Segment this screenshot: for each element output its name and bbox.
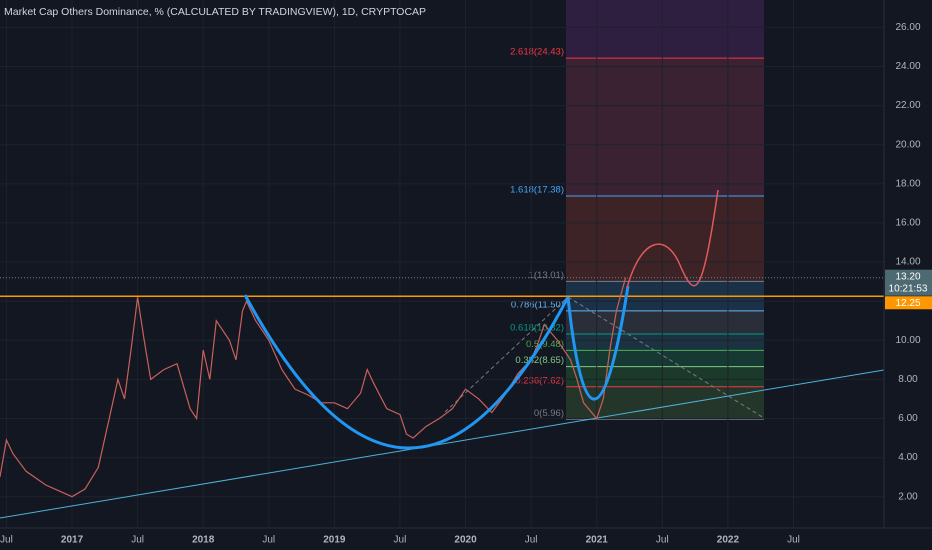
time-axis [0, 528, 932, 550]
trendline [0, 369, 885, 519]
chart-title: Market Cap Others Dominance, % (CALCULAT… [4, 6, 426, 18]
projection-curve [626, 189, 719, 289]
fib-zone [566, 310, 764, 335]
axes: 2.004.006.008.0010.0012.0014.0016.0018.0… [0, 22, 932, 546]
fib-label: 1.618(17.38) [510, 184, 564, 195]
x-tick-label: Jul [787, 535, 800, 546]
last-price-tag [885, 269, 932, 296]
fib-zone [566, 334, 764, 351]
last-price-label: 13.20 [895, 271, 920, 282]
y-tick-label: 14.00 [895, 257, 920, 268]
y-tick-label: 8.00 [898, 374, 918, 385]
x-tick-label: Jul [262, 535, 275, 546]
fib-zone [566, 386, 764, 420]
fib-label: 0(5.96) [534, 408, 564, 419]
x-tick-label: 2022 [717, 535, 740, 546]
x-tick-label: Jul [394, 535, 407, 546]
resistance-tag [885, 296, 932, 310]
x-tick-label: Jul [131, 535, 144, 546]
cup-curve [243, 294, 570, 450]
fib-label: 0.382(8.65) [515, 355, 564, 366]
fib-zone [566, 0, 764, 59]
fib-zone [566, 350, 764, 367]
x-tick-label: 2019 [323, 535, 346, 546]
y-tick-label: 2.00 [898, 491, 918, 502]
x-tick-label: Jul [0, 535, 13, 546]
fib-label: 0.236(7.62) [515, 375, 564, 386]
y-tick-label: 20.00 [895, 139, 920, 150]
fib-label: 2.618(24.43) [510, 47, 564, 58]
x-tick-label: 2018 [192, 535, 215, 546]
handle-curve [566, 285, 630, 401]
x-tick-label: 2020 [454, 535, 477, 546]
fib-label: 0.786(11.50) [511, 299, 564, 310]
fib-label: 1(13.01) [529, 270, 564, 281]
fib-trend [444, 296, 569, 413]
fib-zone [566, 195, 764, 282]
fib-label: 0.5(9.48) [526, 339, 564, 350]
resistance-label: 12.25 [895, 298, 920, 309]
x-tick-label: Jul [525, 535, 538, 546]
x-tick-label: Jul [656, 535, 669, 546]
y-tick-label: 26.00 [895, 22, 920, 33]
y-tick-label: 6.00 [898, 413, 918, 424]
countdown-label: 10:21:53 [889, 283, 928, 294]
y-tick-label: 4.00 [898, 452, 918, 463]
fib-zone [566, 366, 764, 387]
y-tick-label: 10.00 [895, 335, 920, 346]
price-line [0, 277, 627, 498]
y-tick-label: 22.00 [895, 100, 920, 111]
y-tick-label: 16.00 [895, 218, 920, 229]
fib-label: 0.618(10.32) [510, 323, 564, 334]
y-tick-label: 24.00 [895, 61, 920, 72]
x-tick-label: 2017 [61, 535, 84, 546]
series [0, 277, 884, 498]
y-tick-label: 18.00 [895, 178, 920, 189]
fib-trend [567, 296, 765, 419]
fib-zone [566, 58, 764, 196]
x-tick-label: 2021 [586, 535, 609, 546]
fib-retracement: 2.618(24.43) 1.618(17.38) 1(13.01) 0.786(11… [510, 0, 764, 420]
